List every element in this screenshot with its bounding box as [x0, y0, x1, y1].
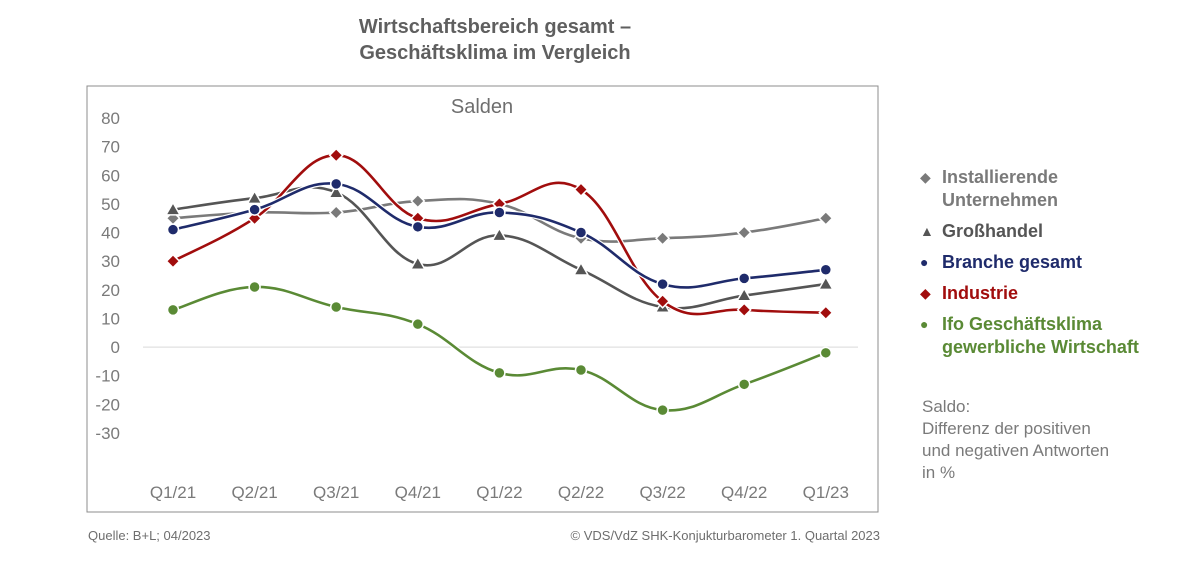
- source-text: Quelle: B+L; 04/2023: [88, 528, 211, 543]
- data-point: [411, 317, 425, 331]
- data-point: [656, 277, 669, 291]
- data-point: [735, 287, 753, 302]
- legend-label: Großhandel: [942, 221, 1044, 241]
- legend-item: ◆ Industrie: [920, 282, 1190, 305]
- data-point: [737, 378, 751, 391]
- x-tick-label: Q1/22: [476, 483, 522, 502]
- data-point: [409, 255, 427, 271]
- x-tick-label: Q2/22: [558, 483, 604, 502]
- data-point: [572, 261, 590, 276]
- data-point: [327, 183, 345, 199]
- x-axis-ticks: Q1/21 Q2/21 Q3/21 Q4/21 Q1/22 Q2/22 Q3/22 Q4/22…: [150, 483, 849, 502]
- data-point: [329, 300, 343, 314]
- legend-item: ● Branche gesamt: [920, 251, 1190, 274]
- data-point: [166, 223, 180, 236]
- data-point: [164, 201, 182, 216]
- legend-label: Ifo Geschäftsklima gewerbliche Wirtschaf…: [942, 314, 1139, 357]
- data-point: [737, 272, 751, 285]
- data-point: [247, 210, 263, 226]
- y-tick-label: 80: [101, 109, 120, 128]
- y-tick-label: 50: [101, 195, 120, 214]
- y-tick-label: -20: [95, 395, 120, 414]
- data-point: [819, 346, 833, 360]
- triangle-marker-icon: ▲: [920, 223, 934, 239]
- data-point: [736, 302, 752, 318]
- legend-label: Installierende Unternehmen: [942, 167, 1059, 210]
- data-point: [574, 363, 588, 377]
- data-point: [817, 275, 835, 291]
- y-tick-label: 70: [101, 138, 120, 157]
- series-layer: [164, 147, 835, 417]
- x-tick-label: Q4/22: [721, 483, 767, 502]
- y-tick-label: 10: [101, 309, 120, 328]
- diamond-marker-icon: ◆: [920, 285, 931, 301]
- legend-item: ◆ Installierende Unternehmen: [920, 166, 1190, 212]
- x-tick-label: Q2/21: [231, 483, 277, 502]
- data-point: [493, 366, 506, 380]
- data-point: [493, 206, 506, 219]
- data-point: [819, 263, 833, 277]
- circle-marker-icon: ●: [920, 316, 929, 332]
- data-point: [411, 220, 425, 234]
- chart-title-line-2: Geschäftsklima im Vergleich: [359, 42, 631, 64]
- legend: ◆ Installierende Unternehmen ▲ Großhandel ● B…: [920, 166, 1190, 367]
- saldo-note: Saldo: Differenz der positiven und negat…: [922, 397, 1110, 482]
- data-point: [818, 305, 834, 321]
- y-tick-label: 20: [101, 281, 120, 300]
- y-tick-label: 30: [101, 252, 120, 271]
- copyright-text: © VDS/VdZ SHK-Konjukturbarometer 1. Quar…: [570, 528, 880, 543]
- legend-label: Industrie: [942, 283, 1019, 303]
- data-point: [491, 226, 508, 242]
- y-tick-label: 40: [101, 224, 120, 243]
- y-axis-ticks: 80 70 60 50 40 30 20 10 0 -10 -20 -30: [95, 109, 120, 443]
- data-point: [165, 253, 181, 269]
- series-2: [166, 177, 833, 291]
- data-point: [328, 147, 344, 163]
- data-point: [410, 193, 426, 209]
- data-point: [329, 177, 343, 191]
- y-tick-label: -30: [95, 424, 120, 443]
- x-tick-label: Q3/21: [313, 483, 359, 502]
- chart-subtitle: Salden: [451, 96, 513, 118]
- data-point: [574, 226, 588, 239]
- series-4: [166, 280, 833, 417]
- x-tick-label: Q4/21: [395, 483, 441, 502]
- circle-marker-icon: ●: [920, 254, 929, 270]
- x-tick-label: Q1/23: [803, 483, 849, 502]
- chart-title-line-1: Wirtschaftsbereich gesamt –: [358, 16, 632, 38]
- data-point: [655, 230, 671, 246]
- diamond-marker-icon: ◆: [920, 169, 931, 185]
- data-point: [818, 210, 834, 226]
- chart-title: Wirtschaftsbereich gesamt – Geschäftskli…: [300, 14, 690, 66]
- legend-item: ▲ Großhandel: [920, 220, 1190, 243]
- data-point: [655, 293, 671, 309]
- legend-item: ● Ifo Geschäftsklima gewerbliche Wirtscha…: [920, 313, 1190, 359]
- x-tick-label: Q1/21: [150, 483, 196, 502]
- data-point: [328, 204, 344, 221]
- data-point: [248, 203, 261, 216]
- data-point: [736, 224, 752, 241]
- y-tick-label: 60: [101, 166, 120, 185]
- y-tick-label: -10: [95, 367, 120, 386]
- legend-label: Branche gesamt: [942, 252, 1083, 272]
- series-3: [165, 147, 834, 321]
- data-point: [656, 403, 669, 417]
- data-point: [573, 182, 589, 198]
- data-point: [166, 303, 180, 317]
- x-tick-label: Q3/22: [639, 483, 685, 502]
- y-tick-label: 0: [111, 338, 120, 357]
- data-point: [248, 280, 261, 294]
